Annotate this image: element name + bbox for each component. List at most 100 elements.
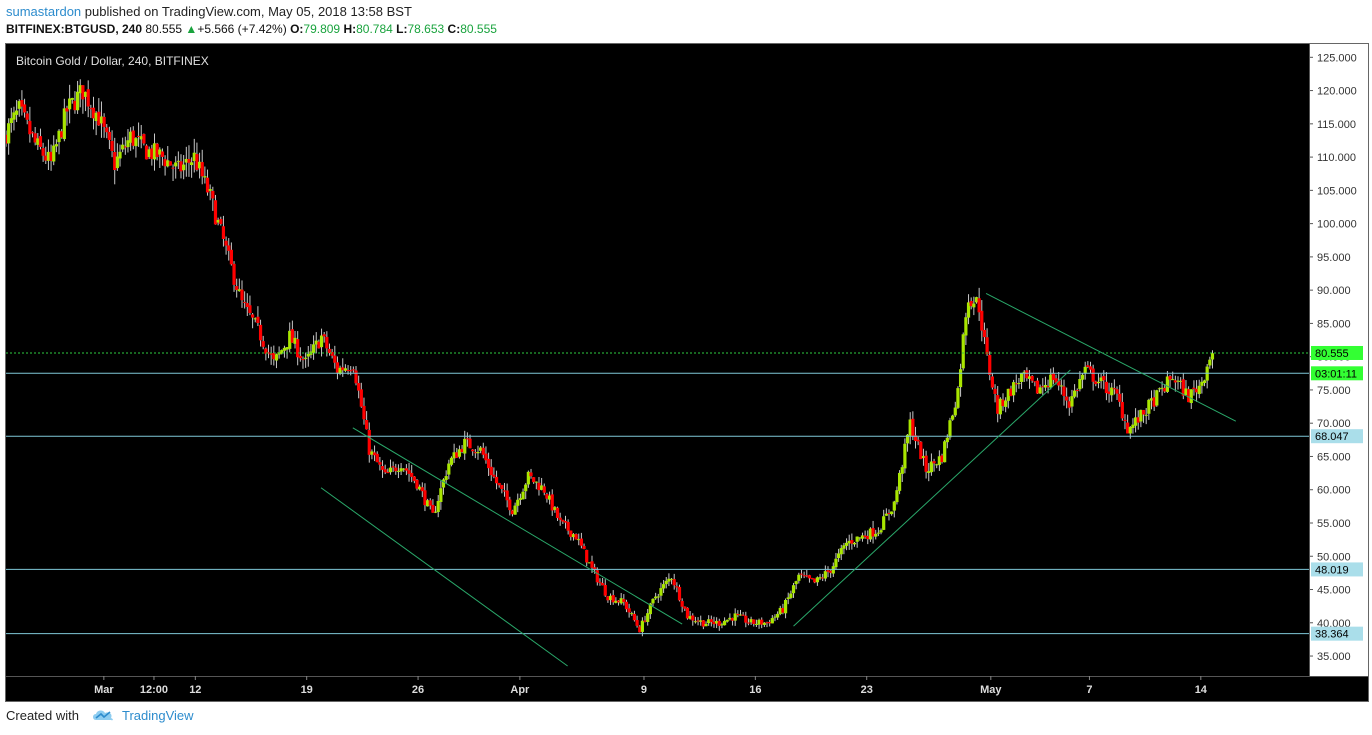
y-tick-label: 70.000 (1317, 418, 1351, 430)
candle-body (579, 538, 583, 546)
candle-body (428, 500, 432, 506)
candle-body (561, 519, 565, 522)
candle-body (786, 597, 790, 600)
candle-body (903, 443, 907, 469)
candle-body (1149, 398, 1154, 401)
candle-body (518, 498, 523, 500)
candle-body (158, 149, 162, 155)
candle-body (688, 616, 692, 619)
low-value: 78.653 (407, 22, 445, 36)
candle-body (229, 249, 233, 265)
candle-body (1041, 386, 1045, 388)
candle-body (558, 517, 562, 520)
candle-body (121, 144, 125, 150)
current-price-label-bg (1311, 345, 1363, 360)
open-value: 79.809 (303, 22, 341, 36)
candle-body (969, 300, 973, 307)
candle-body (648, 603, 652, 615)
candle-body (905, 434, 910, 444)
candle-body (502, 490, 507, 492)
candle-body (661, 584, 666, 589)
candle-body (919, 441, 923, 460)
candle-body (240, 289, 244, 301)
candle-body (1088, 366, 1093, 370)
candle-body (834, 558, 838, 568)
candle-body (1157, 388, 1162, 390)
level-label: 68.047 (1315, 431, 1349, 443)
candle-body (752, 619, 756, 624)
candle-body (847, 540, 851, 544)
candle-body (850, 540, 854, 544)
candle-body (73, 100, 77, 111)
trendline (985, 293, 1237, 422)
candle-body (725, 619, 729, 622)
candle-body (852, 542, 857, 545)
candle-body (1189, 389, 1193, 404)
candle-body (1025, 370, 1029, 379)
candle-body (715, 620, 719, 624)
candle-body (608, 595, 613, 601)
candle-body (1192, 387, 1196, 389)
candle-body (94, 112, 98, 121)
candle-body (1030, 375, 1034, 381)
candle-body (1141, 410, 1146, 415)
trendline (793, 369, 1071, 627)
candle-body (884, 513, 888, 516)
candle-body (510, 510, 515, 515)
candle-body (118, 151, 122, 159)
candle-body (516, 499, 520, 506)
candle-body (526, 471, 530, 485)
candle-body (691, 615, 695, 621)
y-tick-label: 115.000 (1317, 119, 1356, 131)
y-tick-label: 75.000 (1317, 385, 1351, 397)
candle-body (935, 464, 939, 466)
candle-body (1173, 380, 1177, 383)
candle-body (171, 167, 175, 169)
x-tick-label: 23 (861, 684, 873, 696)
tradingview-link[interactable]: TradingView (122, 708, 194, 723)
candle-body (396, 470, 401, 472)
candle-body (447, 463, 451, 475)
open-label: O: (290, 22, 304, 36)
candle-body (70, 97, 74, 100)
candle-body (243, 301, 247, 303)
price-chart[interactable]: Bitcoin Gold / Dollar, 240, BITFINEX 35.0… (6, 44, 1368, 701)
candle-body (890, 511, 894, 515)
high-label: H: (343, 22, 357, 36)
candle-body (996, 395, 1000, 414)
candle-body (22, 104, 27, 113)
candle-body (1120, 401, 1124, 419)
candle-body (1006, 388, 1010, 401)
candle-body (280, 350, 284, 354)
candle-body (142, 134, 146, 144)
candle-body (1171, 379, 1175, 381)
candle-body (25, 113, 29, 120)
candle-body (200, 162, 204, 177)
candle-body (876, 532, 880, 534)
candle-body (704, 623, 708, 627)
candle-body (261, 341, 265, 347)
candle-body (15, 110, 19, 115)
candle-body (359, 389, 363, 407)
candle-body (418, 486, 422, 490)
candle-body (455, 452, 459, 458)
candle-body (479, 447, 483, 451)
candle-body (638, 626, 642, 633)
candle-body (1126, 422, 1130, 434)
level-label-bg (1311, 626, 1363, 641)
candle-body (476, 451, 480, 454)
candle-body (773, 616, 777, 618)
candle-body (1027, 376, 1032, 379)
candle-body (929, 461, 934, 473)
y-tick-label: 90.000 (1317, 285, 1351, 297)
x-tick-label: 16 (749, 684, 761, 696)
candle-body (1118, 393, 1122, 402)
candle-body (537, 482, 541, 491)
candle-body (789, 593, 793, 598)
candle-body (187, 159, 191, 163)
candle-body (1112, 388, 1116, 390)
x-tick-label: 12 (189, 684, 201, 696)
candle-body (357, 383, 361, 391)
chart-frame[interactable]: Bitcoin Gold / Dollar, 240, BITFINEX 35.0… (5, 43, 1369, 702)
author-link[interactable]: sumastardon (6, 4, 82, 19)
